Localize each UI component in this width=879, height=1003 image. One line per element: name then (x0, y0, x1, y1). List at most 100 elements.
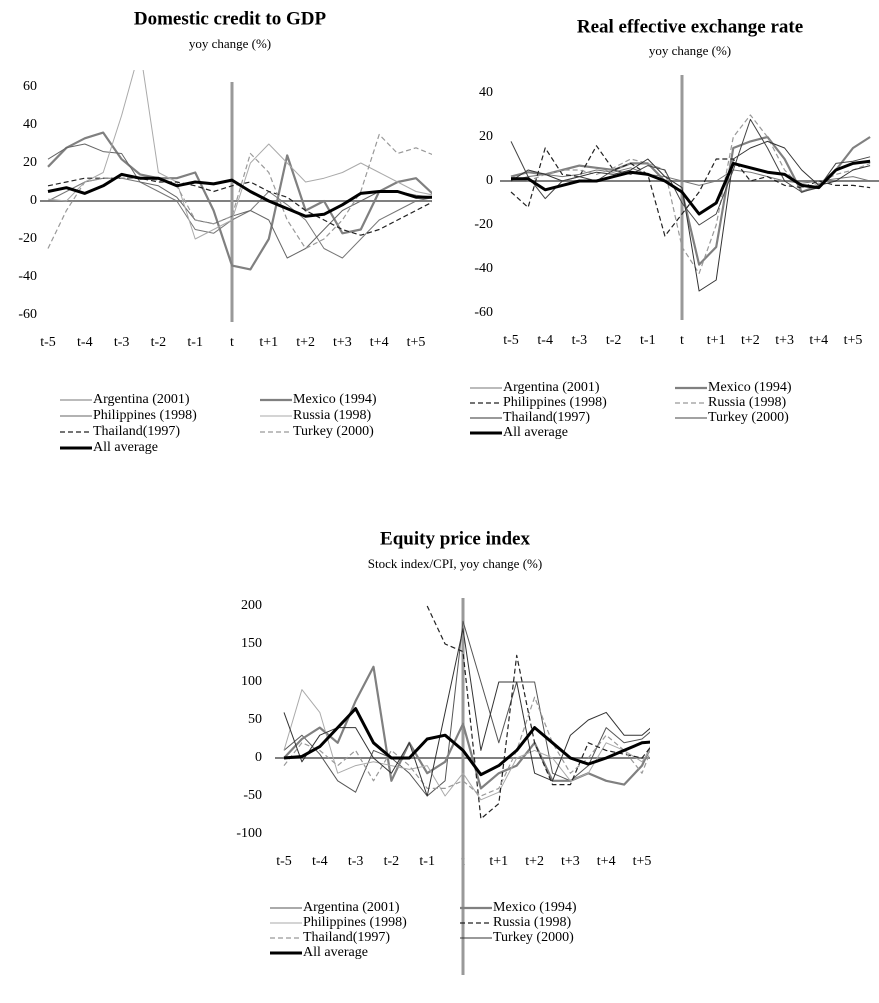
x-tick-label: t-2 (151, 335, 167, 350)
y-tick-label: 60 (23, 79, 37, 94)
legend-label: Russia (1998) (293, 408, 372, 423)
series-line (510, 118, 871, 226)
legend-label: Russia (1998) (493, 915, 572, 930)
chart-title: Real effective exchange rate (577, 16, 803, 37)
y-tick-label: 0 (255, 750, 262, 765)
series-line (283, 628, 650, 797)
legend-label: Russia (1998) (708, 395, 787, 410)
chart-title: Domestic credit to GDP (134, 8, 327, 29)
series-line (510, 140, 871, 292)
y-tick-label: 150 (241, 636, 262, 651)
series-line (511, 159, 871, 216)
x-tick-label: t-5 (503, 333, 519, 348)
y-tick-label: 100 (241, 674, 262, 689)
y-tick-label: 200 (241, 598, 262, 613)
x-tick-label: t+5 (407, 335, 426, 350)
legend-label: Turkey (2000) (708, 410, 789, 425)
x-tick-label: t (680, 333, 684, 348)
legend-label: Mexico (1994) (493, 900, 577, 915)
series-line (47, 70, 432, 240)
legend-label: Argentina (2001) (503, 380, 600, 395)
chart-title: Equity price index (380, 528, 530, 549)
x-tick-label: t-3 (572, 333, 588, 348)
x-tick-label: t-2 (384, 854, 400, 869)
y-tick-label: -60 (18, 307, 37, 322)
legend-label: Turkey (2000) (493, 930, 574, 945)
x-tick-label: t-3 (114, 335, 130, 350)
legend-label: Argentina (2001) (303, 900, 400, 915)
x-tick-label: t (230, 335, 234, 350)
x-tick-label: t+1 (259, 335, 278, 350)
series-line (47, 143, 432, 259)
series-line (283, 689, 650, 801)
legend-label: Thailand(1997) (303, 930, 390, 945)
y-tick-label: -40 (18, 269, 37, 284)
legend-label: All average (503, 425, 568, 440)
legend-label: Philippines (1998) (303, 915, 407, 930)
series-line (47, 133, 432, 250)
plot (283, 605, 650, 820)
legend-label: Thailand(1997) (503, 410, 590, 425)
chart-subtitle: Stock index/CPI, yoy change (%) (368, 556, 542, 571)
series-line (510, 145, 871, 237)
y-tick-label: 40 (479, 85, 493, 100)
x-tick-label: t+5 (844, 333, 863, 348)
x-tick-label: t-4 (312, 854, 328, 869)
y-tick-label: -40 (474, 261, 493, 276)
series-line (510, 135, 871, 266)
series-line (283, 696, 650, 797)
x-tick-label: t+4 (370, 335, 389, 350)
y-tick-label: 50 (248, 712, 262, 727)
y-tick-label: 0 (486, 173, 493, 188)
y-tick-label: -20 (474, 217, 493, 232)
x-tick-label: t-5 (276, 854, 292, 869)
x-tick-label: t+4 (809, 333, 828, 348)
x-tick-label: t-4 (537, 333, 553, 348)
legend-label: All average (303, 945, 368, 960)
y-tick-label: -60 (474, 305, 493, 320)
y-tick-label: 20 (479, 129, 493, 144)
series-line (426, 605, 650, 820)
chart-subtitle: yoy change (%) (189, 36, 271, 51)
x-tick-label: t-5 (40, 335, 56, 350)
legend-label: All average (93, 440, 158, 455)
series-line (283, 665, 650, 790)
y-tick-label: 20 (23, 155, 37, 170)
x-tick-label: t+4 (597, 854, 616, 869)
x-tick-label: t-3 (348, 854, 364, 869)
legend-label: Argentina (2001) (93, 392, 190, 407)
x-tick-label: t+2 (525, 854, 544, 869)
x-tick-label: t-2 (606, 333, 622, 348)
legend-label: Mexico (1994) (293, 392, 377, 407)
x-tick-label: t+2 (296, 335, 315, 350)
plot (510, 114, 871, 292)
x-tick-label: t-1 (419, 854, 435, 869)
plot (47, 70, 432, 271)
chart-subtitle: yoy change (%) (649, 43, 731, 58)
x-tick-label: t+3 (561, 854, 580, 869)
y-tick-label: -20 (18, 231, 37, 246)
x-tick-label: t+5 (633, 854, 652, 869)
y-tick-label: -50 (243, 788, 262, 803)
legend-label: Turkey (2000) (293, 424, 374, 439)
legend-label: Thailand(1997) (93, 424, 180, 439)
x-tick-label: t+1 (489, 854, 508, 869)
legend-label: Philippines (1998) (93, 408, 197, 423)
x-tick-label: t-1 (640, 333, 656, 348)
series-line (47, 172, 432, 218)
y-tick-label: 0 (30, 193, 37, 208)
legend-label: Mexico (1994) (708, 380, 792, 395)
x-tick-label: t+2 (741, 333, 760, 348)
x-tick-label: t+3 (333, 335, 352, 350)
x-tick-label: t-1 (187, 335, 203, 350)
x-tick-label: t+3 (775, 333, 794, 348)
x-tick-label: t+1 (707, 333, 726, 348)
x-tick-label: t-4 (77, 335, 93, 350)
series-line (47, 131, 432, 271)
series-line (510, 114, 871, 274)
series-line (283, 707, 650, 777)
y-tick-label: -100 (236, 826, 262, 841)
legend-label: Philippines (1998) (503, 395, 607, 410)
series-line (283, 620, 650, 797)
